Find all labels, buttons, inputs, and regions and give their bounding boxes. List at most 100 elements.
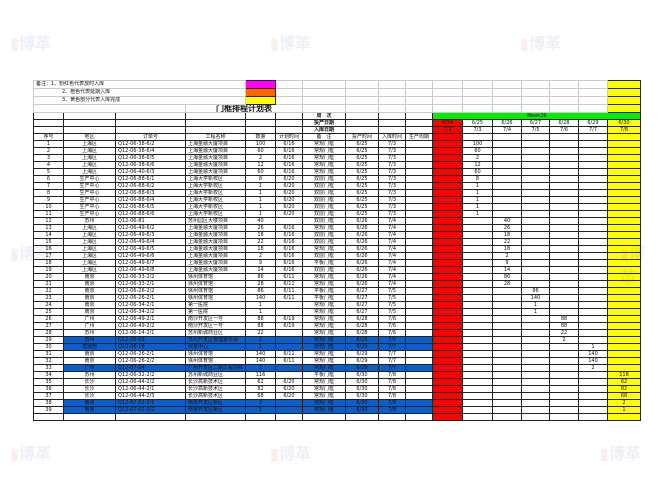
- cell-cycle[interactable]: [405, 259, 433, 267]
- cell-stock[interactable]: 7/4: [378, 252, 406, 260]
- cell-plan[interactable]: 6/16: [275, 252, 303, 260]
- cell-order[interactable]: Q12-06-32-2/2: [115, 371, 186, 379]
- cell-note[interactable]: 双层门框: [302, 196, 346, 204]
- day-qty-cell[interactable]: 2: [549, 336, 579, 344]
- cell-qty[interactable]: 140: [245, 294, 276, 302]
- day-qty-cell[interactable]: [578, 182, 608, 190]
- day-qty-cell[interactable]: [578, 203, 608, 211]
- cell-no[interactable]: 29: [33, 336, 64, 344]
- cell[interactable]: [578, 88, 608, 97]
- cell[interactable]: [345, 112, 379, 120]
- cell[interactable]: [245, 119, 276, 127]
- day-qty-cell[interactable]: [432, 140, 463, 148]
- cell-project[interactable]: 徐州体育馆: [185, 357, 246, 365]
- day-qty-cell[interactable]: 2: [492, 252, 522, 260]
- cell[interactable]: [378, 104, 406, 113]
- cell-plan[interactable]: 6/20: [275, 182, 303, 190]
- cell-order[interactable]: Q12-06-26-2/1: [115, 294, 186, 302]
- day-qty-cell[interactable]: [432, 322, 463, 330]
- cell[interactable]: [115, 126, 186, 134]
- date-cell[interactable]: 7/4: [492, 126, 522, 134]
- cell-plan[interactable]: [275, 329, 303, 337]
- cell-cycle[interactable]: [405, 322, 433, 330]
- cell-order[interactable]: Q12-06-49-2/1: [115, 315, 186, 323]
- cell-stock[interactable]: 7/6: [378, 322, 406, 330]
- day-qty-cell[interactable]: [578, 322, 608, 330]
- cell-qty[interactable]: 8: [245, 175, 276, 183]
- cell-stock[interactable]: 7/3: [378, 203, 406, 211]
- cell-no[interactable]: 28: [33, 329, 64, 337]
- cell-start[interactable]: 6/30: [345, 399, 379, 407]
- cell-order[interactable]: Q12-06-88-6/5: [115, 203, 186, 211]
- cell-stock[interactable]: 7/6: [378, 329, 406, 337]
- cell-area[interactable]: 南京: [63, 280, 116, 288]
- cell-stock[interactable]: 7/4: [378, 266, 406, 274]
- cell-stock[interactable]: 7/3: [378, 189, 406, 197]
- day-qty-cell[interactable]: [432, 154, 463, 162]
- cell[interactable]: [345, 119, 379, 127]
- day-qty-cell[interactable]: [432, 350, 463, 358]
- day-qty-cell[interactable]: [578, 406, 608, 414]
- day-qty-cell[interactable]: [521, 231, 550, 239]
- day-qty-cell[interactable]: [521, 175, 550, 183]
- cell-cycle[interactable]: [405, 364, 433, 372]
- cell-no[interactable]: 10: [33, 203, 64, 211]
- cell[interactable]: [275, 88, 303, 97]
- cell-order[interactable]: Q12-06-81: [115, 217, 186, 225]
- day-qty-cell[interactable]: [432, 175, 463, 183]
- cell-cycle[interactable]: [405, 315, 433, 323]
- day-qty-cell[interactable]: [607, 350, 641, 358]
- cell-area[interactable]: 广州: [63, 322, 116, 330]
- cell[interactable]: [432, 104, 463, 113]
- cell-start[interactable]: 6/27: [345, 287, 379, 295]
- day-qty-cell[interactable]: [432, 210, 463, 218]
- cell-area[interactable]: 南京: [63, 399, 116, 407]
- cell[interactable]: [492, 80, 522, 89]
- day-qty-cell[interactable]: [607, 224, 641, 232]
- cell-start[interactable]: 6/30: [345, 371, 379, 379]
- day-header[interactable]: [432, 133, 463, 141]
- cell[interactable]: [63, 112, 116, 120]
- date-cell[interactable]: 7/2: [432, 126, 463, 134]
- day-qty-cell[interactable]: 8: [462, 175, 493, 183]
- cell-note[interactable]: 双层门框: [302, 231, 346, 239]
- day-qty-cell[interactable]: 82: [607, 385, 641, 393]
- day-qty-cell[interactable]: [462, 343, 493, 351]
- cell-area[interactable]: 上海区: [63, 231, 116, 239]
- day-qty-cell[interactable]: 18: [492, 245, 522, 253]
- cell-cycle[interactable]: [405, 210, 433, 218]
- day-qty-cell[interactable]: [549, 175, 579, 183]
- day-qty-cell[interactable]: [462, 385, 493, 393]
- cell[interactable]: [462, 96, 493, 105]
- cell-note[interactable]: 常规门框: [302, 357, 346, 365]
- day-qty-cell[interactable]: [607, 168, 641, 176]
- day-qty-cell[interactable]: [492, 189, 522, 197]
- cell-stock[interactable]: 7/4: [378, 238, 406, 246]
- day-qty-cell[interactable]: [521, 182, 550, 190]
- day-qty-cell[interactable]: [462, 224, 493, 232]
- cell-area[interactable]: 生产中心: [63, 203, 116, 211]
- day-qty-cell[interactable]: [521, 266, 550, 274]
- cell[interactable]: [549, 88, 579, 97]
- day-qty-cell[interactable]: [432, 343, 463, 351]
- day-header[interactable]: [492, 133, 522, 141]
- day-qty-cell[interactable]: 1: [462, 182, 493, 190]
- day-qty-cell[interactable]: [492, 147, 522, 155]
- cell-qty[interactable]: 9: [245, 259, 276, 267]
- day-qty-cell[interactable]: [578, 175, 608, 183]
- day-qty-cell[interactable]: [549, 168, 579, 176]
- day-qty-cell[interactable]: [607, 238, 641, 246]
- day-qty-cell[interactable]: [549, 364, 579, 372]
- day-qty-cell[interactable]: [462, 287, 493, 295]
- cell-area[interactable]: 南京: [63, 308, 116, 316]
- day-qty-cell[interactable]: [432, 399, 463, 407]
- day-qty-cell[interactable]: [492, 175, 522, 183]
- cell-area[interactable]: 上海区: [63, 238, 116, 246]
- cell-project[interactable]: 上海金融大厦项目: [185, 224, 246, 232]
- cell-start[interactable]: 6/26: [345, 252, 379, 260]
- day-qty-cell[interactable]: [578, 210, 608, 218]
- day-qty-cell[interactable]: [549, 287, 579, 295]
- cell-start[interactable]: 6/28: [345, 329, 379, 337]
- cell-stock[interactable]: 7/5: [378, 287, 406, 295]
- day-qty-cell[interactable]: [549, 399, 579, 407]
